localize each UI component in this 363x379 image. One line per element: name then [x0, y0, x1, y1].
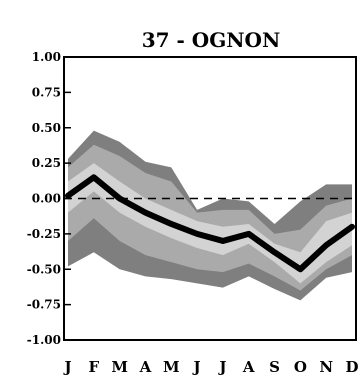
x-tick-label: O	[294, 358, 307, 376]
x-tick-label: J	[217, 358, 226, 376]
median-line	[65, 174, 355, 273]
y-axis: 1.00 0.75 0.50 0.25 0.00 -0.25 -0.50 -0.75 -1.00	[27, 50, 71, 347]
x-tick-label: M	[163, 358, 180, 376]
y-tick-label: 0.00	[32, 192, 61, 206]
y-tick-label: 0.50	[32, 121, 61, 135]
x-tick-label: J	[192, 358, 201, 376]
y-tick-label: -1.00	[27, 333, 61, 347]
x-tick-label: D	[345, 358, 358, 376]
plot-frame	[63, 56, 357, 341]
y-tick-label: -0.50	[27, 262, 61, 276]
x-tick-label: N	[319, 358, 333, 376]
y-tick-label: 0.75	[32, 85, 61, 99]
y-tick-label: 1.00	[32, 50, 61, 64]
y-tick-label: -0.25	[27, 227, 61, 241]
x-tick-label: S	[269, 358, 280, 376]
chart-title: 37 - OGNON	[142, 28, 281, 52]
x-tick-label: A	[242, 358, 255, 376]
x-tick-label: A	[139, 358, 152, 376]
x-tick-label: M	[111, 358, 128, 376]
x-tick-label: F	[88, 358, 99, 376]
y-tick-label: 0.25	[32, 156, 61, 170]
x-tick-label: J	[62, 358, 71, 376]
y-tick-label: -0.75	[27, 298, 61, 312]
